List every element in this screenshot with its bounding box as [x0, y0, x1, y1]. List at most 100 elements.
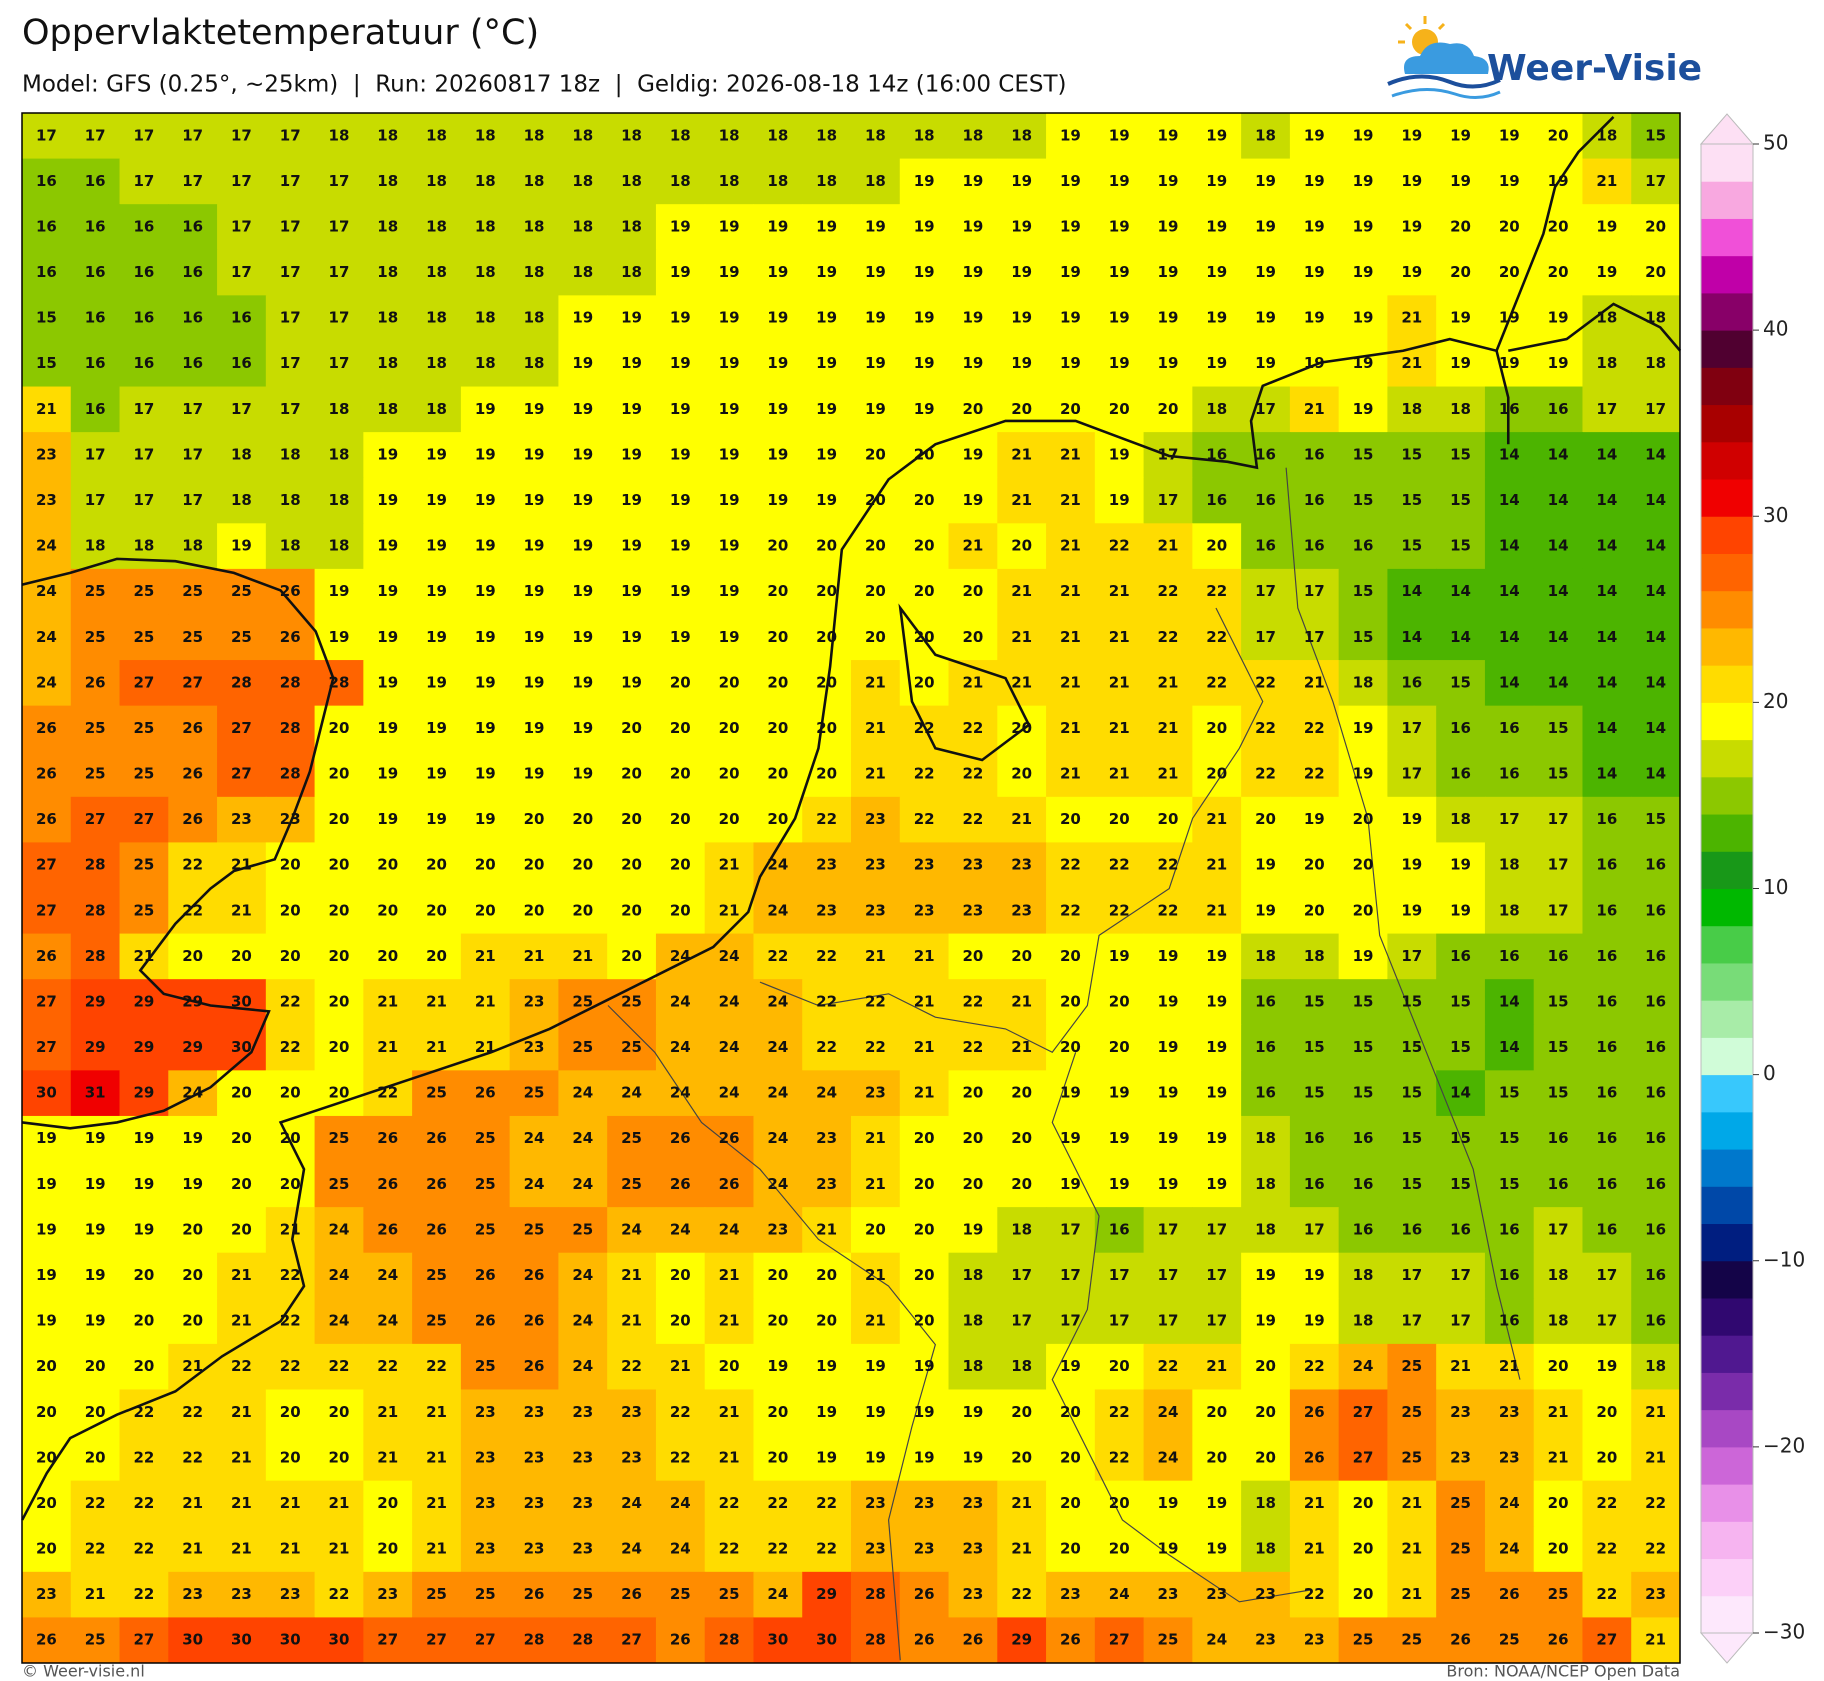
temperature-cell	[997, 113, 1047, 160]
temperature-cell	[119, 751, 169, 798]
temperature-value: 19	[914, 354, 935, 372]
temperature-cell	[363, 979, 413, 1026]
temperature-cell	[1046, 432, 1096, 479]
temperature-value: 20	[133, 1266, 154, 1284]
temperature-value: 27	[1109, 1631, 1130, 1649]
temperature-cell	[168, 751, 218, 798]
colorbar-swatch	[1701, 367, 1753, 406]
temperature-value: 20	[1353, 901, 1374, 919]
temperature-value: 21	[719, 856, 740, 874]
temperature-value: 17	[1158, 445, 1179, 463]
temperature-value: 19	[1060, 217, 1081, 235]
temperature-value: 20	[1011, 765, 1032, 783]
temperature-value: 19	[1401, 172, 1422, 190]
temperature-value: 23	[377, 1585, 398, 1603]
temperature-cell	[119, 295, 169, 342]
temperature-value: 20	[767, 537, 788, 555]
temperature-value: 16	[36, 217, 57, 235]
temperature-value: 24	[1109, 1585, 1130, 1603]
temperature-value: 20	[231, 1220, 252, 1238]
temperature-value: 21	[329, 1540, 350, 1558]
temperature-value: 22	[1109, 1448, 1130, 1466]
temperature-value: 22	[767, 947, 788, 965]
temperature-cell	[802, 158, 852, 205]
temperature-value: 20	[962, 1175, 983, 1193]
temperature-cell	[217, 204, 267, 251]
temperature-cell	[1387, 660, 1437, 707]
temperature-cell	[1387, 796, 1437, 843]
temperature-value: 23	[1011, 901, 1032, 919]
colorbar-top-extension	[1699, 113, 1755, 145]
temperature-cell	[1631, 204, 1681, 251]
temperature-value: 22	[1060, 901, 1081, 919]
temperature-value: 20	[1353, 1494, 1374, 1512]
temperature-value: 19	[1060, 1084, 1081, 1102]
temperature-cell	[460, 614, 511, 661]
temperature-value: 19	[1109, 1084, 1130, 1102]
temperature-value: 20	[1011, 1448, 1032, 1466]
temperature-value: 19	[962, 1448, 983, 1466]
temperature-value: 20	[914, 445, 935, 463]
temperature-value: 19	[621, 491, 642, 509]
temperature-cell	[314, 386, 364, 433]
temperature-cell	[802, 842, 852, 889]
temperature-value: 24	[670, 947, 691, 965]
temperature-value: 16	[133, 217, 154, 235]
temperature-cell	[997, 249, 1047, 296]
temperature-value: 15	[1645, 126, 1666, 144]
temperature-cell	[899, 796, 950, 843]
temperature-value: 18	[377, 354, 398, 372]
temperature-value: 19	[572, 491, 593, 509]
temperature-cell	[265, 933, 316, 980]
colorbar-swatch	[1701, 962, 1753, 1001]
temperature-value: 16	[1499, 1312, 1520, 1330]
temperature-value: 16	[1596, 1175, 1617, 1193]
temperature-value: 20	[719, 810, 740, 828]
temperature-cell	[1631, 113, 1681, 160]
temperature-value: 22	[914, 719, 935, 737]
temperature-value: 17	[1304, 1220, 1325, 1238]
temperature-value: 22	[182, 856, 203, 874]
temperature-value: 21	[1401, 354, 1422, 372]
temperature-value: 21	[182, 1357, 203, 1375]
temperature-value: 19	[572, 400, 593, 418]
temperature-cell	[1289, 842, 1340, 889]
temperature-value: 19	[1206, 217, 1227, 235]
temperature-value: 24	[1206, 1631, 1227, 1649]
temperature-value: 17	[1060, 1266, 1081, 1284]
temperature-cell	[704, 568, 754, 615]
temperature-value: 22	[85, 1494, 106, 1512]
temperature-value: 20	[621, 947, 642, 965]
temperature-value: 16	[1645, 1129, 1666, 1147]
temperature-cell	[22, 158, 72, 205]
temperature-cell	[1484, 158, 1535, 205]
temperature-cell	[899, 249, 950, 296]
temperature-value: 20	[1548, 1494, 1569, 1512]
temperature-value: 19	[329, 582, 350, 600]
temperature-value: 19	[621, 400, 642, 418]
temperature-value: 19	[1109, 217, 1130, 235]
temperature-value: 19	[670, 400, 691, 418]
temperature-cell	[460, 568, 511, 615]
temperature-value: 17	[133, 126, 154, 144]
temperature-cell	[1241, 523, 1291, 570]
temperature-value: 19	[1353, 947, 1374, 965]
temperature-cell	[851, 614, 901, 661]
temperature-cell	[1289, 386, 1340, 433]
temperature-cell	[168, 568, 218, 615]
temperature-value: 19	[719, 354, 740, 372]
temperature-cell	[265, 842, 316, 889]
temperature-value: 19	[426, 537, 447, 555]
temperature-value: 18	[475, 263, 496, 281]
temperature-cell	[1046, 796, 1096, 843]
temperature-value: 27	[475, 1631, 496, 1649]
temperature-cell	[948, 523, 998, 570]
temperature-value: 19	[1011, 263, 1032, 281]
temperature-cell	[1582, 340, 1632, 388]
colorbar-swatch	[1701, 851, 1753, 889]
temperature-value: 16	[1353, 1129, 1374, 1147]
temperature-cell	[1192, 751, 1242, 798]
temperature-cell	[655, 523, 706, 570]
temperature-cell	[997, 660, 1047, 707]
temperature-value: 14	[1548, 673, 1569, 691]
